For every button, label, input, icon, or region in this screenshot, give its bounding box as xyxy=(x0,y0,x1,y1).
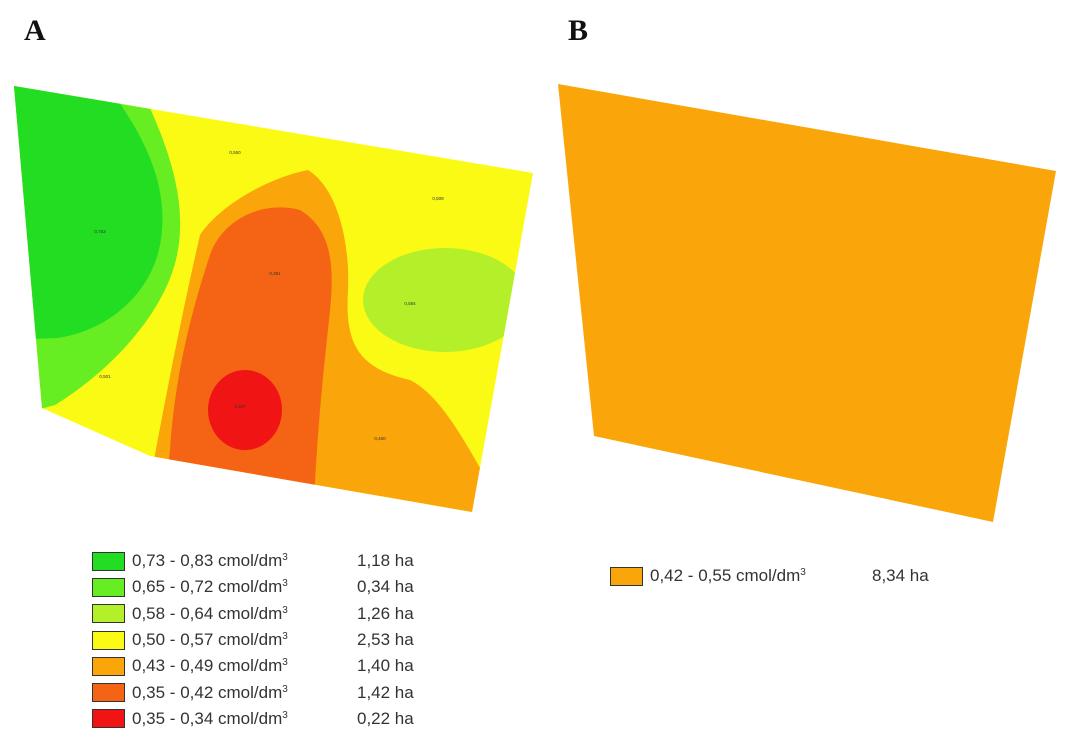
zone-label: 0,501 xyxy=(99,374,111,379)
legend-area: 8,34 ha xyxy=(872,566,929,586)
zone-label: 0,584 xyxy=(404,301,416,306)
legend-range: 0,50 - 0,57 cmol/dm xyxy=(132,630,283,650)
legend-area: 1,42 ha xyxy=(357,682,414,702)
legend-swatch xyxy=(92,577,125,597)
legend-swatch xyxy=(92,604,125,624)
legend-area: 2,53 ha xyxy=(357,630,414,650)
legend-unit-exponent: 3 xyxy=(800,567,806,579)
legend-unit-exponent: 3 xyxy=(282,657,288,669)
legend-area: 0,22 ha xyxy=(357,708,414,728)
legend-swatch xyxy=(92,630,125,650)
map-a: 0,753 0,550 0,509 0,391 0,584 0,501 0,32… xyxy=(14,86,533,512)
zone-label: 0,550 xyxy=(229,150,241,155)
legend-b: 0,42 - 0,55 cmol/dm3 8,34 ha xyxy=(610,563,929,589)
zone-label: 0,753 xyxy=(94,229,106,234)
zone-058-064 xyxy=(363,248,527,352)
legend-a: 0,73 - 0,83 cmol/dm3 1,18 ha 0,65 - 0,72… xyxy=(92,548,414,732)
legend-range: 0,73 - 0,83 cmol/dm xyxy=(132,551,283,571)
legend-area: 1,40 ha xyxy=(357,656,414,676)
legend-swatch xyxy=(610,566,643,586)
legend-item: 0,73 - 0,83 cmol/dm3 1,18 ha xyxy=(92,548,414,574)
legend-unit-exponent: 3 xyxy=(282,578,288,590)
zone-073-083 xyxy=(14,86,163,340)
legend-range: 0,65 - 0,72 cmol/dm xyxy=(132,577,283,597)
legend-item: 0,50 - 0,57 cmol/dm3 2,53 ha xyxy=(92,627,414,653)
zone-label: 0,327 xyxy=(234,404,246,409)
legend-unit-exponent: 3 xyxy=(282,709,288,721)
panel-a-label: A xyxy=(24,14,46,47)
zone-label: 0,460 xyxy=(374,436,386,441)
legend-item: 0,42 - 0,55 cmol/dm3 8,34 ha xyxy=(610,563,929,589)
legend-item: 0,35 - 0,34 cmol/dm3 0,22 ha xyxy=(92,706,414,732)
legend-area: 1,26 ha xyxy=(357,603,414,623)
legend-range: 0,35 - 0,42 cmol/dm xyxy=(132,682,283,702)
legend-unit-exponent: 3 xyxy=(282,552,288,564)
legend-swatch xyxy=(92,551,125,571)
zone-label: 0,391 xyxy=(269,271,281,276)
legend-swatch xyxy=(92,656,125,676)
legend-unit-exponent: 3 xyxy=(282,604,288,616)
zone-035-034 xyxy=(208,370,282,450)
legend-area: 1,18 ha xyxy=(357,551,414,571)
legend-unit-exponent: 3 xyxy=(282,631,288,643)
panel-b-label: B xyxy=(568,14,589,47)
map-b xyxy=(558,84,1056,522)
legend-swatch xyxy=(92,683,125,703)
zone-label: 0,509 xyxy=(432,196,444,201)
legend-range: 0,58 - 0,64 cmol/dm xyxy=(132,603,283,623)
legend-range: 0,35 - 0,34 cmol/dm xyxy=(132,708,283,728)
legend-item: 0,58 - 0,64 cmol/dm3 1,26 ha xyxy=(92,601,414,627)
legend-item: 0,43 - 0,49 cmol/dm3 1,40 ha xyxy=(92,653,414,679)
legend-area: 0,34 ha xyxy=(357,577,414,597)
legend-range: 0,42 - 0,55 cmol/dm xyxy=(650,566,801,586)
legend-item: 0,65 - 0,72 cmol/dm3 0,34 ha xyxy=(92,574,414,600)
legend-unit-exponent: 3 xyxy=(282,683,288,695)
legend-swatch xyxy=(92,709,125,729)
legend-item: 0,35 - 0,42 cmol/dm3 1,42 ha xyxy=(92,679,414,705)
legend-range: 0,43 - 0,49 cmol/dm xyxy=(132,656,283,676)
